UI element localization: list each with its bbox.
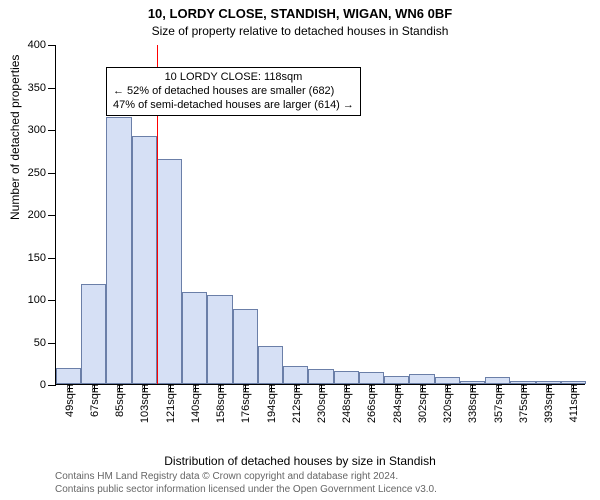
histogram-bar	[81, 284, 106, 384]
plot-area: 05010015020025030035040049sqm67sqm85sqm1…	[55, 45, 585, 385]
histogram-bar	[182, 292, 207, 384]
x-tick-label: 302sqm	[415, 384, 429, 423]
histogram-bar	[157, 159, 182, 384]
y-tick-label: 100	[28, 294, 56, 306]
x-tick-label: 103sqm	[137, 384, 151, 423]
x-tick-label: 49sqm	[62, 384, 76, 417]
x-tick-label: 212sqm	[289, 384, 303, 423]
x-tick-label: 67sqm	[87, 384, 101, 417]
chart-title-main: 10, LORDY CLOSE, STANDISH, WIGAN, WN6 0B…	[0, 6, 600, 21]
x-tick-label: 411sqm	[566, 384, 580, 422]
histogram-bar	[409, 374, 434, 384]
x-tick-label: 176sqm	[238, 384, 252, 423]
histogram-bar	[308, 369, 333, 384]
y-tick-label: 350	[28, 82, 56, 94]
y-tick-label: 300	[28, 124, 56, 136]
x-tick-label: 230sqm	[314, 384, 328, 423]
histogram-bar	[359, 372, 384, 384]
histogram-bar	[258, 346, 283, 384]
x-tick-label: 248sqm	[339, 384, 353, 423]
x-tick-label: 393sqm	[541, 384, 555, 423]
histogram-bar	[132, 136, 157, 384]
histogram-bar	[384, 376, 409, 385]
annotation-line: 47% of semi-detached houses are larger (…	[113, 99, 354, 113]
x-axis-label: Distribution of detached houses by size …	[0, 454, 600, 468]
x-tick-label: 320sqm	[440, 384, 454, 423]
annotation-box: 10 LORDY CLOSE: 118sqm← 52% of detached …	[106, 67, 361, 116]
y-tick-label: 250	[28, 167, 56, 179]
annotation-line: ← 52% of detached houses are smaller (68…	[113, 85, 354, 99]
histogram-bar	[283, 366, 308, 384]
y-tick-label: 50	[34, 337, 56, 349]
y-tick-label: 0	[40, 379, 56, 391]
annotation-line: 10 LORDY CLOSE: 118sqm	[113, 71, 354, 85]
histogram-bar	[485, 377, 510, 384]
x-tick-label: 375sqm	[516, 384, 530, 423]
x-tick-label: 338sqm	[465, 384, 479, 423]
chart-title-sub: Size of property relative to detached ho…	[0, 24, 600, 38]
x-tick-label: 357sqm	[491, 384, 505, 423]
y-tick-label: 200	[28, 209, 56, 221]
y-axis-label: Number of detached properties	[8, 55, 22, 220]
x-tick-label: 121sqm	[163, 384, 177, 423]
histogram-bar	[207, 295, 232, 384]
histogram-bar	[334, 371, 359, 384]
x-tick-label: 266sqm	[364, 384, 378, 423]
x-tick-label: 85sqm	[112, 384, 126, 417]
histogram-bar	[106, 117, 131, 384]
x-tick-label: 194sqm	[264, 384, 278, 423]
histogram-bar	[435, 377, 460, 384]
y-tick-label: 400	[28, 39, 56, 51]
chart-container: 10, LORDY CLOSE, STANDISH, WIGAN, WN6 0B…	[0, 0, 600, 500]
x-tick-label: 140sqm	[188, 384, 202, 423]
attribution-text: Contains HM Land Registry data © Crown c…	[55, 471, 437, 496]
y-tick-label: 150	[28, 252, 56, 264]
attribution-line-1: Contains HM Land Registry data © Crown c…	[55, 471, 437, 484]
histogram-bar	[56, 368, 81, 384]
x-tick-label: 284sqm	[390, 384, 404, 423]
histogram-bar	[233, 309, 258, 384]
attribution-line-2: Contains public sector information licen…	[55, 484, 437, 497]
x-tick-label: 158sqm	[213, 384, 227, 423]
